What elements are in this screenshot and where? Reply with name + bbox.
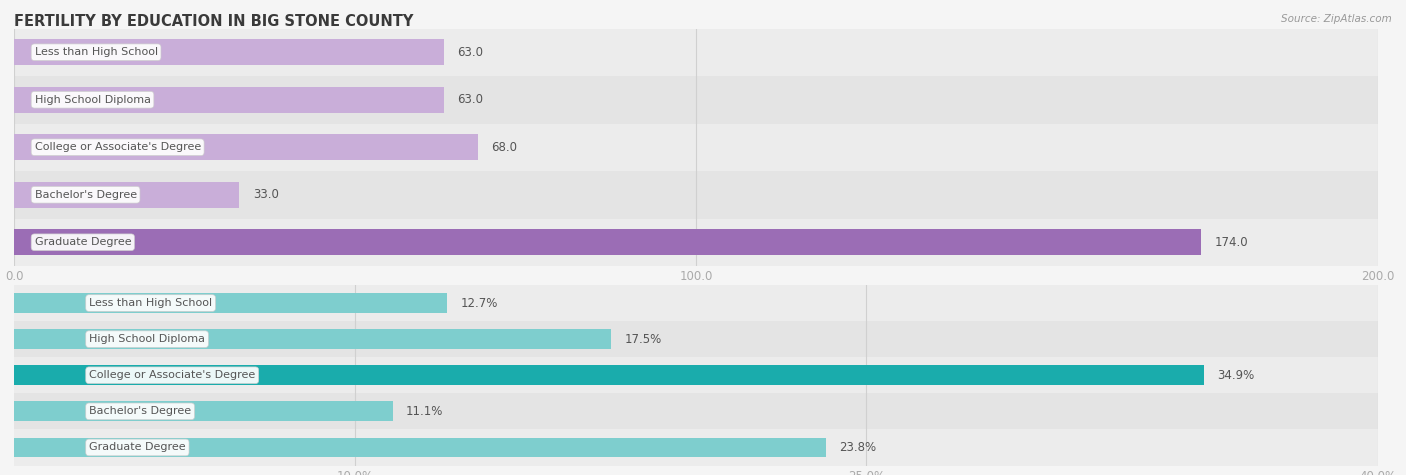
Bar — [14, 171, 1378, 218]
Bar — [14, 285, 1378, 321]
Text: 17.5%: 17.5% — [624, 332, 662, 346]
Text: Less than High School: Less than High School — [89, 298, 212, 308]
Text: Graduate Degree: Graduate Degree — [35, 237, 131, 247]
Text: 68.0: 68.0 — [492, 141, 517, 154]
Bar — [14, 229, 1201, 256]
Text: High School Diploma: High School Diploma — [89, 334, 205, 344]
Bar — [14, 86, 444, 113]
Bar — [14, 329, 610, 349]
Bar — [14, 76, 1378, 124]
Text: 63.0: 63.0 — [457, 93, 484, 106]
Bar — [14, 134, 478, 161]
Bar — [14, 429, 1378, 466]
Text: Graduate Degree: Graduate Degree — [89, 442, 186, 453]
Bar — [14, 321, 1378, 357]
Text: 63.0: 63.0 — [457, 46, 484, 59]
Text: FERTILITY BY EDUCATION IN BIG STONE COUNTY: FERTILITY BY EDUCATION IN BIG STONE COUN… — [14, 14, 413, 29]
Text: Source: ZipAtlas.com: Source: ZipAtlas.com — [1281, 14, 1392, 24]
Text: 174.0: 174.0 — [1215, 236, 1249, 249]
Text: Bachelor's Degree: Bachelor's Degree — [89, 406, 191, 417]
Bar — [14, 218, 1378, 266]
Bar — [14, 28, 1378, 76]
Text: High School Diploma: High School Diploma — [35, 95, 150, 105]
Text: 11.1%: 11.1% — [406, 405, 443, 418]
Bar — [14, 365, 1204, 385]
Bar — [14, 182, 239, 208]
Bar — [14, 393, 1378, 429]
Bar — [14, 401, 392, 421]
Text: 23.8%: 23.8% — [839, 441, 876, 454]
Bar — [14, 39, 444, 66]
Text: Bachelor's Degree: Bachelor's Degree — [35, 190, 136, 200]
Bar — [14, 124, 1378, 171]
Text: 33.0: 33.0 — [253, 188, 278, 201]
Text: College or Associate's Degree: College or Associate's Degree — [35, 142, 201, 152]
Bar — [14, 293, 447, 313]
Text: College or Associate's Degree: College or Associate's Degree — [89, 370, 256, 380]
Text: Less than High School: Less than High School — [35, 47, 157, 57]
Bar — [14, 437, 825, 457]
Text: 12.7%: 12.7% — [461, 296, 498, 310]
Bar — [14, 357, 1378, 393]
Text: 34.9%: 34.9% — [1218, 369, 1256, 382]
